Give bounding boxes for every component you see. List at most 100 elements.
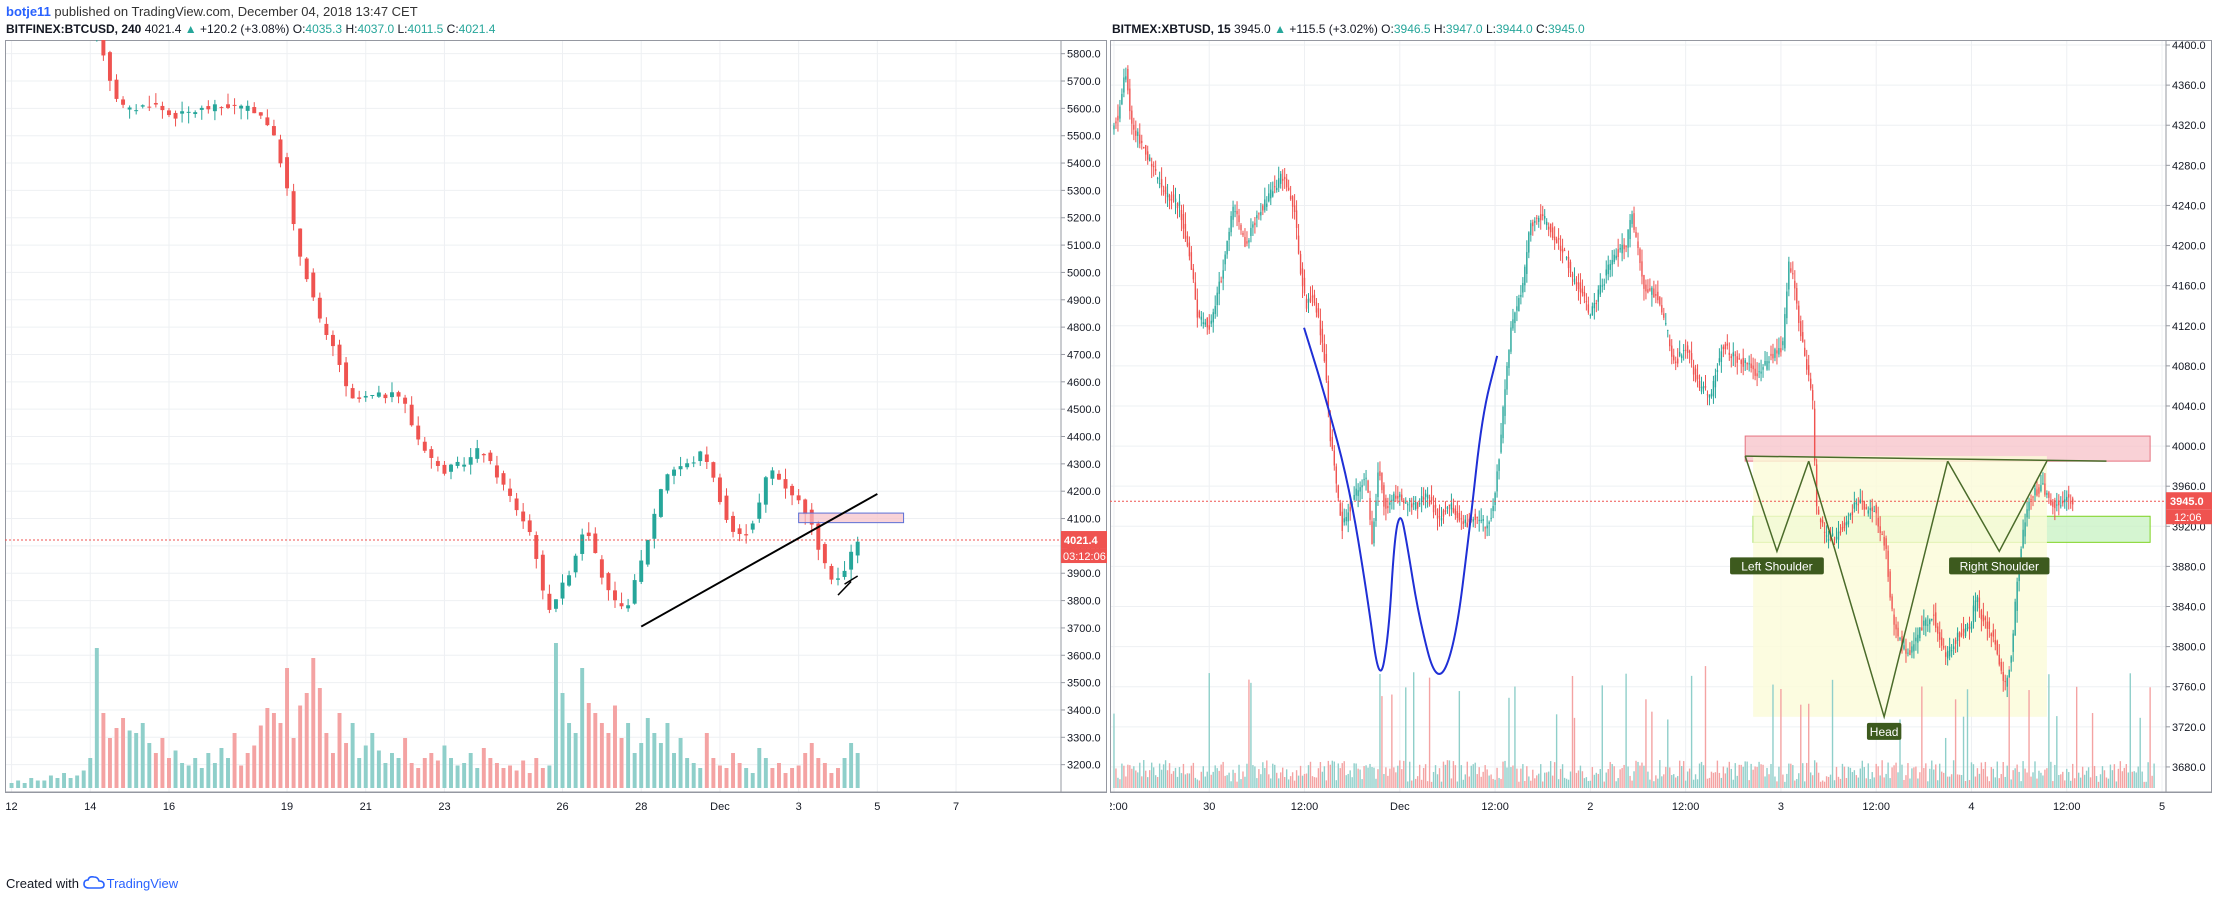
author-name[interactable]: botje11: [6, 4, 51, 19]
volume-bar: [1764, 776, 1766, 788]
volume-bar: [1861, 760, 1863, 788]
volume-bar: [1407, 781, 1409, 788]
volume-bar: [1722, 766, 1725, 788]
candle-body: [160, 105, 165, 111]
volume-bar: [1823, 781, 1826, 788]
candle-body: [1823, 531, 1826, 533]
left-change: +120.2 (+3.08%): [199, 22, 290, 36]
candle-body: [298, 228, 303, 257]
volume-bar: [1266, 760, 1268, 788]
candle-body: [1671, 345, 1673, 357]
candle-body: [1178, 201, 1181, 207]
volume-bar: [1460, 765, 1463, 788]
candle-body: [1198, 311, 1201, 318]
candle-body: [1780, 348, 1782, 353]
volume-bar: [1393, 767, 1395, 788]
volume-bar: [1121, 763, 1123, 788]
volume-bar: [1129, 765, 1131, 788]
volume-bar: [1551, 775, 1554, 788]
volume-bar: [1708, 777, 1711, 788]
candle-body: [1941, 637, 1943, 646]
candle-body: [1141, 140, 1143, 143]
volume-bar: [1962, 716, 1965, 788]
volume-bar: [1218, 770, 1220, 788]
candle-body: [1948, 646, 1951, 657]
volume-bar: [770, 768, 775, 788]
tradingview-brand-link[interactable]: TradingView: [106, 875, 179, 891]
volume-bar: [2040, 772, 2042, 788]
volume-bar: [2119, 761, 2122, 788]
volume-bar: [1504, 760, 1506, 788]
btcusd-chart[interactable]: 5800.0 5700.0 5600.0 5500.0 5400.0 5300.0 5200…: [5, 40, 1107, 840]
y-tick-label: 3600.0: [1067, 650, 1101, 662]
candle-body: [1677, 358, 1679, 364]
volume-bar: [1804, 781, 1806, 788]
left-symbol[interactable]: BITFINEX:BTCUSD, 240: [6, 22, 142, 36]
candle-body: [1170, 198, 1173, 201]
candle-body: [1694, 368, 1697, 381]
candle-body: [1226, 240, 1228, 255]
volume-bar: [842, 758, 847, 788]
volume-bar: [1802, 763, 1804, 788]
xbtusd-chart[interactable]: 4400.0 4360.0 4320.0 4280.0 4240.0 4200.0 4160…: [1110, 40, 2212, 840]
candle-body: [553, 599, 558, 609]
volume-bar: [1496, 767, 1498, 788]
volume-bar: [1299, 765, 1302, 788]
candle-body: [1804, 347, 1806, 356]
volume-bar: [1863, 767, 1865, 788]
volume-bar: [1186, 773, 1189, 788]
candle-body: [1599, 284, 1601, 295]
candle-body: [409, 404, 414, 426]
volume-bar: [1208, 673, 1210, 788]
volume-bar: [1978, 773, 1981, 788]
left-chart-legend: BITFINEX:BTCUSD, 240 4021.4 ▲ +120.2 (+3…: [6, 22, 495, 36]
left-open-label: O:: [292, 22, 306, 36]
volume-bar: [1285, 769, 1288, 788]
x-tick-label: 3: [796, 801, 802, 813]
volume-bar: [626, 723, 631, 788]
volume-bar: [317, 688, 322, 788]
volume-bar: [1557, 779, 1560, 788]
candle-body: [1281, 178, 1284, 181]
left-shoulder-label: Left Shoulder: [1741, 559, 1812, 573]
volume-bar: [16, 780, 21, 788]
volume-bar: [1377, 769, 1379, 788]
candle-body: [1369, 498, 1371, 520]
candle-body: [1162, 190, 1165, 192]
candle-body: [508, 488, 513, 496]
candle-body: [1708, 394, 1711, 398]
candle-body: [2056, 504, 2058, 506]
volume-bar: [1839, 778, 1842, 788]
candle-body: [1962, 628, 1965, 633]
candle-body: [199, 107, 204, 110]
right-symbol[interactable]: BITMEX:XBTUSD, 15: [1112, 22, 1231, 36]
volume-bar: [1748, 780, 1750, 788]
candle-body: [442, 464, 447, 474]
volume-bar: [1661, 776, 1663, 788]
candle-body: [1496, 471, 1498, 492]
candle-body: [1577, 282, 1580, 290]
volume-bar: [252, 745, 257, 788]
head-shoulders-line: [1744, 455, 1810, 554]
volume-bar: [816, 758, 821, 788]
volume-bar: [1399, 760, 1401, 788]
y-tick-label: 4120.0: [2172, 321, 2206, 333]
y-tick-label: 4280.0: [2172, 160, 2206, 172]
candle-body: [1526, 252, 1528, 274]
head-label-box: [1866, 722, 1902, 740]
candle-body: [1152, 166, 1155, 168]
candle-body: [1337, 485, 1339, 498]
candle-body: [1254, 222, 1256, 226]
candle-body: [1736, 356, 1738, 363]
candle-body: [1561, 248, 1564, 253]
countdown-label: 03:12:06: [1063, 551, 1106, 563]
volume-bar: [1434, 765, 1437, 788]
candle-body: [2058, 500, 2060, 506]
volume-bar: [2020, 781, 2022, 788]
volume-bar: [1659, 760, 1661, 788]
candle-body: [475, 448, 480, 459]
candle-body: [1208, 325, 1210, 330]
volume-bar: [1119, 779, 1121, 788]
candle-body: [1115, 121, 1117, 124]
volume-bar: [1123, 765, 1125, 788]
